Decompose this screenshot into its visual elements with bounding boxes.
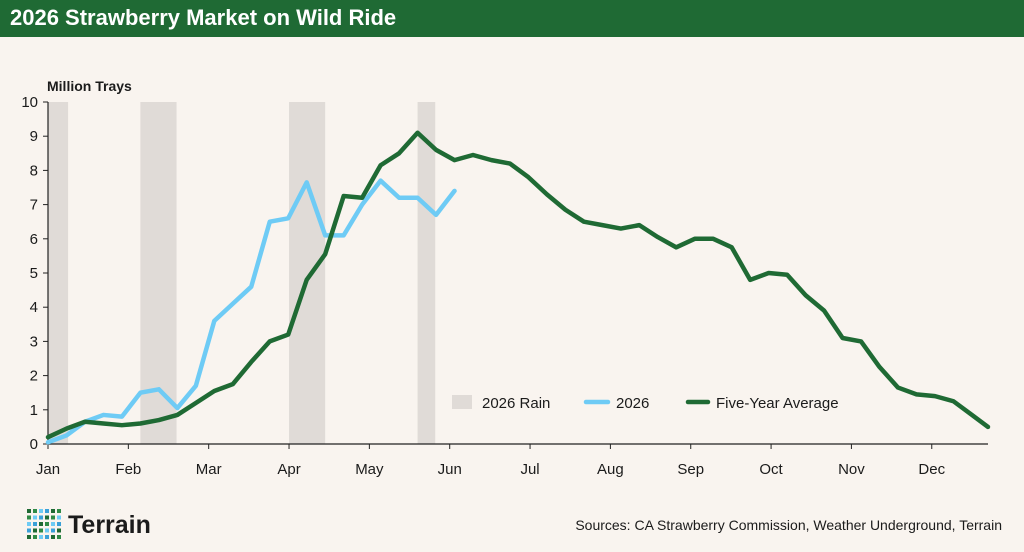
- logo-dot: [27, 522, 31, 526]
- logo-dot: [51, 535, 55, 539]
- logo-dot: [27, 528, 31, 533]
- page-title: 2026 Strawberry Market on Wild Ride: [10, 5, 397, 30]
- logo-dot: [39, 528, 43, 533]
- title-bar: 2026 Strawberry Market on Wild Ride: [0, 0, 1024, 37]
- logo-dot: [39, 515, 43, 520]
- rain-band: [417, 102, 436, 444]
- series-five-year-average-line: [45, 130, 991, 440]
- x-tick-label: Nov: [838, 461, 865, 478]
- x-tick-label: Jan: [36, 461, 60, 478]
- logo-dot: [45, 522, 49, 526]
- logo-dot: [57, 509, 61, 513]
- y-tick-label: 3: [30, 333, 38, 350]
- y-tick-label: 10: [21, 94, 38, 111]
- logo-dot: [45, 509, 49, 513]
- logo-dot: [39, 509, 43, 513]
- logo-dot: [57, 535, 61, 539]
- logo-dot: [57, 522, 61, 526]
- y-tick-label: 9: [30, 128, 38, 145]
- legend-label-2026: 2026: [616, 395, 649, 412]
- x-tick-label: Feb: [115, 461, 141, 478]
- legend-label-rain: 2026 Rain: [482, 395, 550, 412]
- logo-dot: [27, 515, 31, 520]
- x-tick-label: Dec: [918, 461, 945, 478]
- logo-dot: [45, 528, 49, 533]
- x-tick-label: Mar: [196, 461, 222, 478]
- y-tick-label: 8: [30, 162, 38, 179]
- x-tick-label: Jun: [438, 461, 462, 478]
- logo-dot: [45, 535, 49, 539]
- logo-dot: [57, 528, 61, 533]
- x-tick-label: Sep: [677, 461, 704, 478]
- legend-label-five-year-average: Five-Year Average: [716, 395, 839, 412]
- y-tick-label: 4: [30, 299, 38, 316]
- x-tick-label: Oct: [759, 461, 783, 478]
- logo-dot: [33, 522, 37, 526]
- logo-dot: [51, 515, 55, 520]
- logo-dot: [27, 535, 31, 539]
- x-tick-label: Apr: [277, 461, 300, 478]
- terrain-logo: Terrain: [26, 508, 151, 542]
- logo-dot: [39, 535, 43, 539]
- y-tick-label: 7: [30, 197, 38, 214]
- sources-note: Sources: CA Strawberry Commission, Weath…: [575, 517, 1002, 533]
- x-tick-label: Aug: [597, 461, 624, 478]
- y-axis-label: Million Trays: [47, 78, 132, 94]
- rain-band: [140, 102, 177, 444]
- legend-swatch-rain: [452, 395, 472, 409]
- chart: 0 1 2 3 4 5 6 7 8 9 10 Million Trays Jan Feb Mar Apr May…: [21, 78, 991, 478]
- rain-band: [48, 102, 69, 444]
- logo-dot: [33, 535, 37, 539]
- x-tick-label: Jul: [520, 461, 539, 478]
- y-tick-label: 6: [30, 231, 38, 248]
- logo-dot: [39, 522, 43, 526]
- rain-band: [289, 102, 326, 444]
- logo-dot: [33, 528, 37, 533]
- x-tick-label: May: [355, 461, 384, 478]
- logo-dot: [51, 528, 55, 533]
- series-2026-line: [45, 178, 457, 445]
- logo-dot: [33, 509, 37, 513]
- y-tick-label: 5: [30, 265, 38, 282]
- logo-dot: [51, 509, 55, 513]
- logo-dot: [57, 515, 61, 520]
- logo-text: Terrain: [68, 510, 151, 539]
- logo-dot: [33, 515, 37, 520]
- logo-dot: [27, 509, 31, 513]
- y-tick-label: 1: [30, 402, 38, 419]
- logo-dot: [45, 515, 49, 520]
- dot-grid-icon: [27, 509, 61, 539]
- y-tick-label: 2: [30, 368, 38, 385]
- logo-dot: [51, 522, 55, 526]
- y-tick-label: 0: [30, 436, 38, 453]
